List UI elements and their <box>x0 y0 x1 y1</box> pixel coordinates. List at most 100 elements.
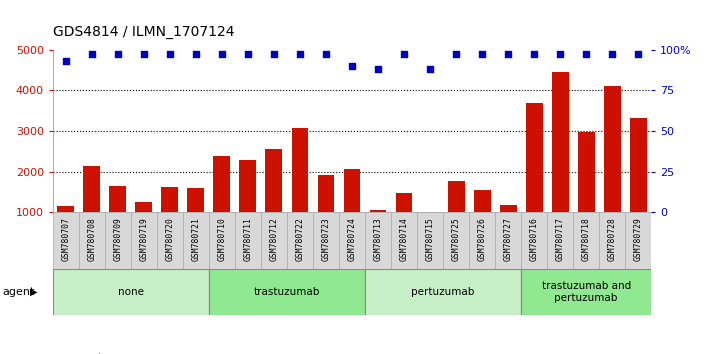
Point <box>268 52 279 57</box>
Text: GSM780707: GSM780707 <box>61 217 70 261</box>
Point <box>398 52 410 57</box>
Point <box>190 52 201 57</box>
Point <box>86 52 97 57</box>
Bar <box>83 166 100 253</box>
Text: GSM780717: GSM780717 <box>555 217 565 261</box>
Bar <box>443 212 469 269</box>
Point <box>607 52 618 57</box>
Bar <box>157 212 183 269</box>
Text: GSM780713: GSM780713 <box>374 217 382 261</box>
Text: agent: agent <box>2 287 34 297</box>
Point <box>242 52 253 57</box>
Bar <box>344 169 360 253</box>
Text: GSM780715: GSM780715 <box>425 217 434 261</box>
Bar <box>187 188 204 253</box>
Point <box>216 52 227 57</box>
Bar <box>391 212 417 269</box>
Point <box>529 52 540 57</box>
Text: GSM780714: GSM780714 <box>400 217 408 261</box>
Bar <box>547 212 573 269</box>
Text: GSM780718: GSM780718 <box>582 217 591 261</box>
Text: count: count <box>72 353 103 354</box>
Text: GSM780723: GSM780723 <box>322 217 330 261</box>
Point <box>138 52 149 57</box>
Bar <box>573 212 599 269</box>
Text: pertuzumab: pertuzumab <box>411 287 474 297</box>
Text: GSM780716: GSM780716 <box>529 217 539 261</box>
Bar <box>109 186 126 253</box>
Bar <box>495 212 521 269</box>
Text: GSM780708: GSM780708 <box>87 217 96 261</box>
Text: GSM780722: GSM780722 <box>296 217 304 261</box>
Bar <box>469 212 495 269</box>
Text: GSM780709: GSM780709 <box>113 217 122 261</box>
Bar <box>365 212 391 269</box>
Point <box>60 58 71 64</box>
Bar <box>183 212 209 269</box>
Text: GSM780721: GSM780721 <box>191 217 201 261</box>
Bar <box>448 181 465 253</box>
Bar <box>287 212 313 269</box>
Bar <box>161 187 178 253</box>
Bar <box>313 212 339 269</box>
Point <box>320 52 332 57</box>
Point <box>372 66 384 72</box>
Bar <box>417 212 443 269</box>
Text: GSM780726: GSM780726 <box>477 217 486 261</box>
Bar <box>370 210 386 253</box>
Bar <box>239 160 256 253</box>
Point <box>451 52 462 57</box>
Text: GSM780719: GSM780719 <box>139 217 149 261</box>
Point <box>581 52 592 57</box>
Text: GSM780724: GSM780724 <box>348 217 356 261</box>
Text: GSM780720: GSM780720 <box>165 217 175 261</box>
Text: GSM780710: GSM780710 <box>218 217 227 261</box>
Bar <box>235 212 261 269</box>
Bar <box>209 269 365 315</box>
Bar <box>500 205 517 253</box>
Bar <box>526 103 543 253</box>
Bar <box>79 212 105 269</box>
Text: ■: ■ <box>53 351 68 354</box>
Bar <box>53 269 209 315</box>
Bar <box>209 212 235 269</box>
Bar <box>131 212 157 269</box>
Bar <box>396 193 413 253</box>
Text: GSM780727: GSM780727 <box>503 217 513 261</box>
Bar <box>53 212 79 269</box>
Bar <box>339 212 365 269</box>
Point <box>112 52 123 57</box>
Bar <box>318 175 334 253</box>
Bar <box>135 202 152 253</box>
Bar <box>630 118 647 253</box>
Bar <box>422 212 439 253</box>
Text: ▶: ▶ <box>30 287 37 297</box>
Bar <box>521 212 547 269</box>
Text: trastuzumab: trastuzumab <box>253 287 320 297</box>
Bar <box>474 190 491 253</box>
Bar <box>604 86 621 253</box>
Bar <box>521 269 651 315</box>
Point <box>346 63 358 69</box>
Bar <box>625 212 651 269</box>
Text: none: none <box>118 287 144 297</box>
Point <box>425 66 436 72</box>
Text: GSM780725: GSM780725 <box>451 217 460 261</box>
Text: GSM780728: GSM780728 <box>608 217 617 261</box>
Bar <box>261 212 287 269</box>
Bar <box>578 132 595 253</box>
Text: trastuzumab and
pertuzumab: trastuzumab and pertuzumab <box>541 281 631 303</box>
Point <box>477 52 488 57</box>
Bar <box>105 212 131 269</box>
Text: GDS4814 / ILMN_1707124: GDS4814 / ILMN_1707124 <box>53 25 234 39</box>
Text: GSM780729: GSM780729 <box>634 217 643 261</box>
Bar <box>599 212 625 269</box>
Text: GSM780712: GSM780712 <box>270 217 279 261</box>
Text: GSM780711: GSM780711 <box>244 217 253 261</box>
Point <box>294 52 306 57</box>
Bar <box>552 72 569 253</box>
Bar <box>213 156 230 253</box>
Bar <box>265 149 282 253</box>
Point <box>555 52 566 57</box>
Bar <box>57 206 74 253</box>
